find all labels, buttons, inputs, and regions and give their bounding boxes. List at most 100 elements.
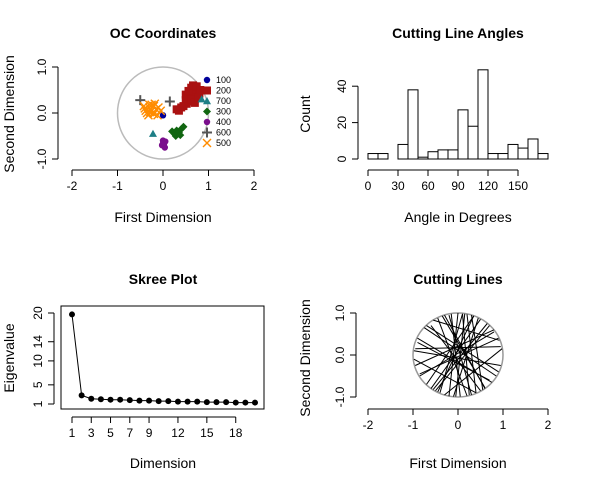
oc-x-tick-label: 0	[160, 179, 167, 193]
legend-symbol-700	[203, 97, 211, 105]
oc-xlabel: First Dimension	[114, 209, 211, 225]
skree-point	[194, 398, 201, 405]
angles-bar	[367, 153, 379, 160]
legend-symbol-500-b	[202, 138, 212, 148]
skree-point	[107, 396, 114, 403]
oc-point-500-b	[156, 106, 166, 116]
oc-ylabel: Second Dimension	[1, 55, 17, 173]
oc-x-tick-label: 1	[205, 179, 212, 193]
legend-label-400: 400	[216, 117, 231, 127]
oc-y-tick-label: 1.0	[35, 58, 49, 75]
skree-x-tick-label: 3	[88, 426, 95, 440]
cutting-line	[466, 314, 477, 393]
angles-x-tick-label: 0	[365, 179, 372, 193]
skree-xlabel: Dimension	[130, 455, 196, 471]
skree-point	[242, 399, 249, 406]
oc-point-200	[189, 90, 198, 99]
cutting-line	[426, 315, 475, 385]
cutting-line-angles-panel: Cutting Line Angles Angle in Degrees Cou…	[297, 25, 549, 225]
cut-axes: -2 -1 0 1 2 -1.0 0.0 1.0	[333, 304, 552, 432]
oc-point-200	[172, 105, 181, 114]
oc-point-500-b	[145, 107, 155, 117]
skree-point	[126, 397, 133, 404]
oc-x-tick-label: 2	[251, 179, 258, 193]
oc-point-300	[176, 131, 185, 140]
skree-point	[203, 399, 210, 406]
oc-point-200	[184, 86, 193, 95]
cutting-line	[413, 350, 501, 366]
skree-x-tick-label: 12	[171, 426, 185, 440]
angles-y-tick-label: 20	[335, 116, 349, 130]
cut-y-tick-label: -1.0	[333, 386, 347, 407]
skree-y-tick-label: 10	[31, 354, 45, 368]
skree-point	[165, 398, 172, 405]
skree-point	[78, 392, 85, 399]
cut-x-tick-label: 1	[500, 418, 507, 432]
angles-bar	[417, 156, 429, 160]
angles-bar	[447, 149, 459, 160]
angles-bar	[467, 125, 479, 160]
angles-bar	[457, 109, 469, 160]
skree-point	[252, 399, 258, 406]
skree-point	[223, 399, 230, 406]
cutting-line	[419, 337, 499, 375]
angles-xlabel: Angle in Degrees	[404, 209, 511, 225]
angles-bar	[507, 143, 519, 160]
legend-label-200: 200	[216, 86, 231, 96]
angles-bar	[517, 147, 529, 160]
angles-bar	[497, 153, 509, 160]
skree-box	[60, 305, 265, 410]
angles-y-tick-label: 0	[335, 155, 349, 162]
skree-point	[213, 399, 220, 406]
skree-point	[174, 398, 181, 405]
cut-x-tick-label: 0	[455, 418, 462, 432]
skree-x-tick-label: 9	[146, 426, 153, 440]
angles-title: Cutting Line Angles	[392, 25, 524, 41]
oc-title: OC Coordinates	[110, 25, 217, 41]
legend-symbol-200	[203, 86, 211, 95]
oc-point-500-b	[139, 101, 149, 111]
cutting-line	[417, 337, 493, 383]
legend-symbol-400	[203, 118, 211, 126]
oc-y-tick-label: 0.0	[35, 104, 49, 121]
cut-ylabel: Second Dimension	[297, 299, 313, 417]
legend-symbol-500	[202, 138, 212, 148]
angles-bar	[527, 138, 539, 160]
oc-point-500	[156, 106, 166, 116]
skree-line	[69, 311, 258, 406]
cut-title: Cutting Lines	[413, 271, 503, 287]
oc-point-500-b	[150, 99, 160, 109]
oc-x-tick-label: -2	[67, 179, 78, 193]
skree-point	[88, 395, 95, 402]
cutting-line	[437, 317, 468, 396]
legend-label-300: 300	[216, 107, 231, 117]
oc-point-500-b	[147, 100, 157, 110]
cut-lines	[413, 312, 503, 397]
legend-label-100: 100	[216, 75, 231, 85]
oc-point-500-b	[149, 109, 159, 119]
oc-point-600	[135, 95, 146, 106]
angles-bar	[437, 149, 449, 160]
angles-x-tick-label: 60	[421, 179, 435, 193]
cut-xlabel: First Dimension	[409, 455, 506, 471]
angles-bars	[367, 69, 549, 160]
skree-point	[69, 311, 75, 318]
cutting-line	[415, 346, 501, 350]
cut-y-tick-label: 1.0	[333, 304, 347, 321]
skree-x-tick-label: 7	[126, 426, 133, 440]
skree-point	[184, 398, 191, 405]
legend-symbol-100	[203, 76, 211, 84]
legend-symbol-600	[202, 127, 212, 138]
skree-point	[136, 397, 143, 404]
legend-label-500: 500	[216, 138, 231, 148]
oc-point-500	[144, 100, 154, 110]
oc-point-300	[179, 122, 188, 131]
skree-y-tick-label: 14	[31, 335, 45, 349]
skree-y-tick-label: 1	[31, 400, 45, 407]
oc-point-200	[181, 96, 190, 105]
angles-y-tick-label: 40	[335, 79, 349, 93]
angles-bar	[427, 151, 439, 160]
skree-title: Skree Plot	[129, 271, 198, 287]
